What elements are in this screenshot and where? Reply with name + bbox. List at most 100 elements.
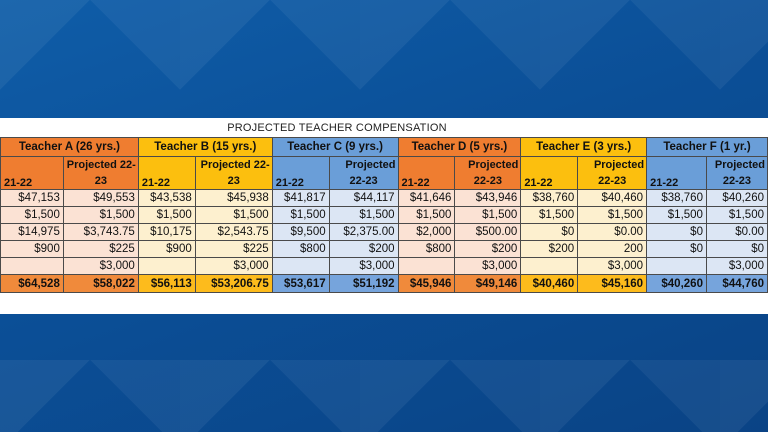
value-cell: $45,938 <box>194 189 273 207</box>
value-cell: 200 <box>577 240 648 258</box>
value-cell: $2,543.75 <box>194 223 273 241</box>
teacher-header: Teacher E (3 yrs.) <box>520 137 648 157</box>
value-cell: $200 <box>520 240 579 258</box>
value-cell: $1,500 <box>397 206 456 224</box>
projected-label-line1: Projected <box>593 159 645 171</box>
value-cell <box>397 257 456 275</box>
projected-label-line1: Projected 22- <box>66 159 136 171</box>
projected-label-line2: 22-23 <box>349 175 378 187</box>
total-cell: $64,528 <box>0 274 64 293</box>
total-cell: $40,460 <box>520 274 579 293</box>
year-header: 21-22 <box>271 156 330 190</box>
value-cell <box>646 257 707 275</box>
year-header: 21-22 <box>520 156 579 190</box>
value-cell: $0.00 <box>705 223 768 241</box>
total-cell: $45,946 <box>397 274 456 293</box>
value-cell: $3,000 <box>194 257 273 275</box>
value-cell: $44,117 <box>328 189 399 207</box>
total-cell: $40,260 <box>646 274 707 293</box>
value-cell: $200 <box>328 240 399 258</box>
projected-header: Projected 22-23 <box>454 156 522 190</box>
value-cell: $3,000 <box>577 257 648 275</box>
total-cell: $56,113 <box>137 274 196 293</box>
value-cell: $0 <box>646 223 707 241</box>
value-cell: $2,000 <box>397 223 456 241</box>
value-cell: $3,000 <box>62 257 139 275</box>
value-cell: $41,817 <box>271 189 330 207</box>
teacher-header: Teacher B (15 yrs.) <box>137 137 273 157</box>
value-cell: $1,500 <box>62 206 139 224</box>
value-cell: $43,538 <box>137 189 196 207</box>
table-title: PROJECTED TEACHER COMPENSATION <box>227 122 447 134</box>
value-cell: $49,553 <box>62 189 139 207</box>
value-cell: $800 <box>397 240 456 258</box>
projected-label-line1: Projected 22- <box>200 159 270 171</box>
value-cell: $3,000 <box>328 257 399 275</box>
value-cell: $9,500 <box>271 223 330 241</box>
value-cell: $500.00 <box>454 223 522 241</box>
value-cell <box>137 257 196 275</box>
value-cell: $41,646 <box>397 189 456 207</box>
teacher-header: Teacher C (9 yrs.) <box>271 137 399 157</box>
value-cell: $38,760 <box>646 189 707 207</box>
value-cell: $10,175 <box>137 223 196 241</box>
value-cell: $900 <box>137 240 196 258</box>
year-header: 21-22 <box>397 156 456 190</box>
value-cell: $14,975 <box>0 223 64 241</box>
projected-label-line2: 23 <box>227 175 240 187</box>
value-cell <box>0 257 64 275</box>
teacher-header: Teacher F (1 yr.) <box>646 137 768 157</box>
value-cell: $225 <box>62 240 139 258</box>
value-cell: $0 <box>520 223 579 241</box>
value-cell: $43,946 <box>454 189 522 207</box>
compensation-table: Teacher A (26 yrs.) Teacher B (15 yrs.) Te… <box>0 137 768 293</box>
total-cell: $53,617 <box>271 274 330 293</box>
projected-label-line2: 22-23 <box>473 175 502 187</box>
value-cell: $1,500 <box>137 206 196 224</box>
total-cell: $44,760 <box>705 274 768 293</box>
total-cell: $49,146 <box>454 274 522 293</box>
value-cell <box>520 257 579 275</box>
projected-label-line2: 23 <box>94 175 107 187</box>
value-cell: $3,000 <box>454 257 522 275</box>
teacher-header: Teacher D (5 yrs.) <box>397 137 522 157</box>
value-cell: $0 <box>705 240 768 258</box>
value-cell: $1,500 <box>328 206 399 224</box>
value-cell: $1,500 <box>705 206 768 224</box>
value-cell: $225 <box>194 240 273 258</box>
value-cell: $0 <box>646 240 707 258</box>
teacher-header: Teacher A (26 yrs.) <box>0 137 139 157</box>
value-cell: $1,500 <box>577 206 648 224</box>
projected-header: Projected 22- 23 <box>194 156 273 190</box>
value-cell <box>271 257 330 275</box>
year-header: 21-22 <box>0 156 64 190</box>
value-cell: $1,500 <box>520 206 579 224</box>
projected-label-line1: Projected <box>468 159 519 171</box>
value-cell: $40,260 <box>705 189 768 207</box>
total-cell: $51,192 <box>328 274 399 293</box>
projected-header: Projected 22- 23 <box>62 156 139 190</box>
value-cell: $38,760 <box>520 189 579 207</box>
total-cell: $45,160 <box>577 274 648 293</box>
projected-header: Projected 22-23 <box>705 156 768 190</box>
value-cell: $1,500 <box>454 206 522 224</box>
projected-header: Projected 22-23 <box>328 156 399 190</box>
projected-label-line2: 22-23 <box>598 175 627 187</box>
value-cell: $1,500 <box>271 206 330 224</box>
value-cell: $200 <box>454 240 522 258</box>
total-cell: $58,022 <box>62 274 139 293</box>
value-cell: $47,153 <box>0 189 64 207</box>
value-cell: $1,500 <box>194 206 273 224</box>
projected-label-line1: Projected <box>714 159 765 171</box>
year-header: 21-22 <box>137 156 196 190</box>
year-header: 21-22 <box>646 156 707 190</box>
projected-label-line2: 22-23 <box>722 175 752 187</box>
value-cell: $800 <box>271 240 330 258</box>
value-cell: $40,460 <box>577 189 648 207</box>
total-cell: $53,206.75 <box>194 274 273 293</box>
value-cell: $900 <box>0 240 64 258</box>
value-cell: $3,743.75 <box>62 223 139 241</box>
value-cell: $2,375.00 <box>328 223 399 241</box>
projected-header: Projected 22-23 <box>577 156 648 190</box>
value-cell: $0.00 <box>577 223 648 241</box>
